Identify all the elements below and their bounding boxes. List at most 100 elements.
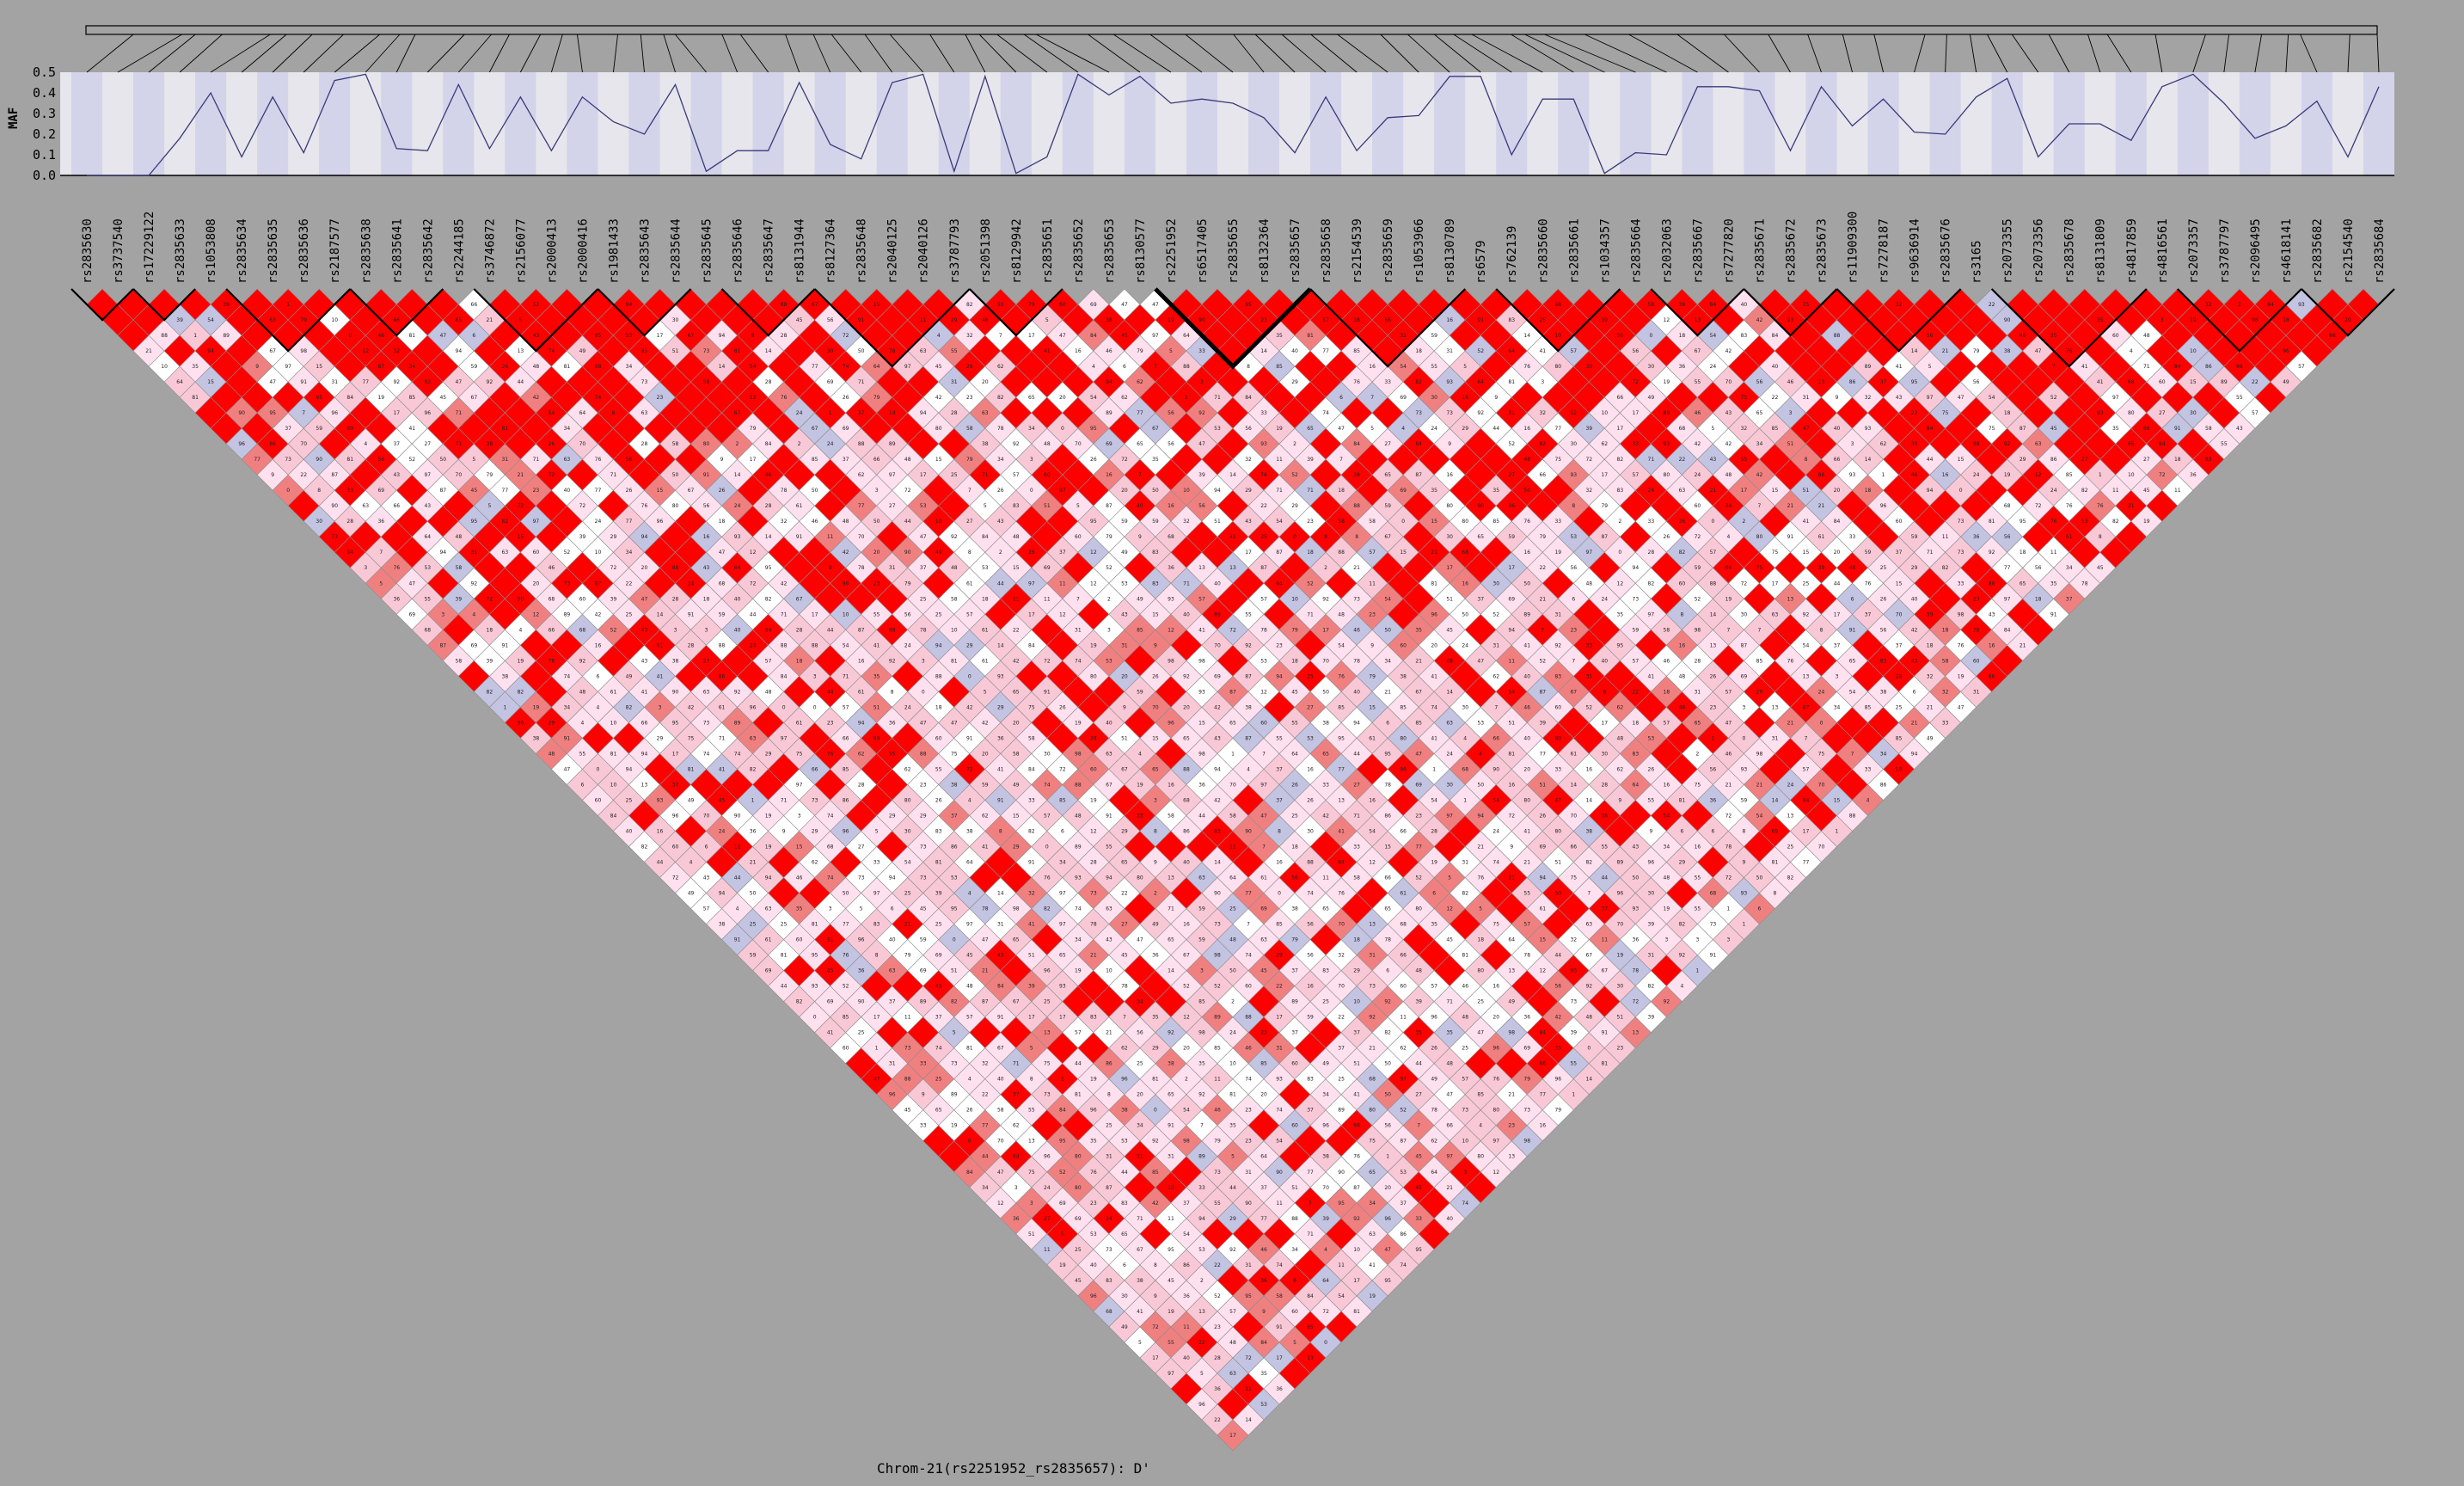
ld-cell-value: 46 (796, 875, 803, 881)
ld-cell-value: 24 (1710, 364, 1717, 370)
snp-map-line (1724, 34, 1760, 73)
ld-cell-value: 27 (424, 441, 431, 447)
ld-cell-value: 91 (1477, 317, 1484, 323)
ld-cell-value: 40 (1741, 302, 1748, 308)
ld-cell-value: 41 (408, 426, 415, 432)
ld-cell-value: 28 (951, 410, 958, 416)
snp-label: rs4816561 (2156, 218, 2170, 284)
snp-label: rs2154540 (2342, 218, 2356, 284)
ld-cell-value: 84 (1772, 333, 1779, 339)
ld-cell-value: 12 (997, 1200, 1004, 1207)
ld-cell-value: 76 (1523, 519, 1530, 525)
ld-cell-value: 65 (1013, 689, 1020, 695)
ld-cell-value: 34 (1880, 751, 1887, 757)
snp-map-line (1310, 34, 1358, 73)
ld-cell-value: 14 (1865, 457, 1872, 463)
ld-cell-value: 11 (1168, 1216, 1174, 1222)
ld-cell-value: 3 (705, 627, 708, 633)
ld-cell-value: 43 (533, 333, 540, 339)
ld-cell-value: 4 (1479, 1123, 1482, 1129)
ld-cell-value: 0 (1959, 488, 1963, 494)
ld-cell-value: 13 (1803, 673, 1810, 679)
ld-cell-value: 65 (1849, 658, 1856, 664)
ld-cell-value: 40 (1183, 1355, 1190, 1361)
ld-cell-value: 56 (626, 457, 633, 463)
ld-cell-value: 7 (379, 550, 383, 556)
ld-cell-value: 89 (1106, 410, 1112, 416)
ld-cell-value: 89 (1338, 1108, 1345, 1114)
ld-cell-value: 27 (858, 844, 865, 850)
snp-map-line (675, 34, 707, 73)
ld-cell-value: 94 (765, 875, 772, 881)
ld-cell-value: 66 (1989, 673, 1995, 679)
ld-cell-value: 78 (1384, 937, 1391, 943)
ld-cell-value: 19 (1168, 317, 1174, 323)
ld-cell-value: 74 (827, 813, 834, 819)
ld-cell-value: 82 (1648, 580, 1655, 586)
ld-cell-value: 21 (1384, 689, 1391, 695)
ld-cell-value: 1 (751, 797, 755, 803)
ld-cell-value: 7 (1587, 891, 1591, 897)
ld-cell-value: 8 (875, 953, 879, 959)
ld-cell-value: 41 (1137, 1309, 1143, 1315)
ld-cell-value: 8 (1324, 534, 1327, 540)
ld-cell-value: 16 (1106, 472, 1112, 478)
ld-cell-value: 39 (1818, 565, 1825, 571)
ld-cell-value: 60 (1400, 984, 1407, 990)
ld-cell-value: 7 (1758, 627, 1762, 633)
ld-cell-value: 65 (1168, 1092, 1174, 1098)
ld-cell-value: 18 (1291, 844, 1298, 850)
ld-cell-value: 46 (812, 519, 818, 525)
ld-cell-value: 41 (1648, 673, 1655, 679)
ld-cell-value: 9 (1494, 395, 1498, 401)
ld-cell-value: 16 (1307, 984, 1314, 990)
ld-cell-value: 48 (1013, 534, 1020, 540)
ld-cell-value: 49 (688, 891, 695, 897)
ld-cell-value: 40 (1911, 596, 1918, 602)
ld-cell-value: 9 (1836, 395, 1839, 401)
ld-cell-value: 6 (1386, 720, 1389, 726)
ld-cell-value: 79 (1137, 348, 1143, 354)
ld-cell-value: 92 (1664, 999, 1670, 1005)
ld-cell-value: 95 (1090, 426, 1097, 432)
snp-map-line (1987, 34, 2008, 73)
ld-cell-value: 82 (1942, 565, 1949, 571)
snp-map-line (210, 34, 271, 73)
ld-cell-value: 96 (331, 410, 338, 416)
ld-cell-value: 86 (951, 844, 958, 850)
ld-cell-value: 63 (750, 735, 757, 741)
ld-cell-value: 92 (487, 379, 493, 385)
ld-cell-value: 51 (1803, 488, 1810, 494)
ld-cell-value: 25 (935, 611, 942, 617)
ld-cell-value: 36 (1523, 1015, 1530, 1021)
ld-cell-value: 8 (891, 689, 894, 695)
ld-cell-value: 20 (1183, 1046, 1190, 1052)
ld-cell-value: 73 (812, 797, 818, 803)
ld-cell-value: 23 (1276, 642, 1283, 648)
ld-cell-value: 17 (657, 333, 664, 339)
ld-cell-value: 18 (1633, 720, 1640, 726)
ld-cell-value: 6 (1386, 968, 1389, 974)
ld-cell-value: 3 (1200, 968, 1204, 974)
ld-cell-value: 10 (161, 364, 168, 370)
ld-cell-value: 64 (966, 859, 973, 865)
maf-stripe (1372, 72, 1404, 175)
ld-cell-value: 58 (703, 379, 710, 385)
ld-cell-value: 24 (827, 441, 834, 447)
ld-cell-value: 54 (1338, 642, 1345, 648)
ld-cell-value: 45 (920, 906, 927, 912)
ld-cell-value: 84 (1028, 766, 1035, 772)
ld-cell-value: 41 (641, 689, 648, 695)
ld-cell-value: 3 (1107, 627, 1111, 633)
ld-cell-value: 13 (1168, 875, 1174, 881)
ld-cell-value: 71 (533, 457, 540, 463)
ld-cell-value: 26 (1291, 782, 1298, 788)
ld-cell-value: 97 (796, 782, 803, 788)
ld-cell-value: 82 (1648, 984, 1655, 990)
ld-cell-value: 95 (1245, 1293, 1252, 1299)
ld-cell-value: 94 (1539, 875, 1546, 881)
ld-cell-value: 94 (439, 550, 446, 556)
ld-cell-value: 57 (1462, 1077, 1468, 1083)
ld-cell-value: 76 (1477, 875, 1484, 881)
ld-cell-value: 74 (1400, 1262, 1407, 1268)
